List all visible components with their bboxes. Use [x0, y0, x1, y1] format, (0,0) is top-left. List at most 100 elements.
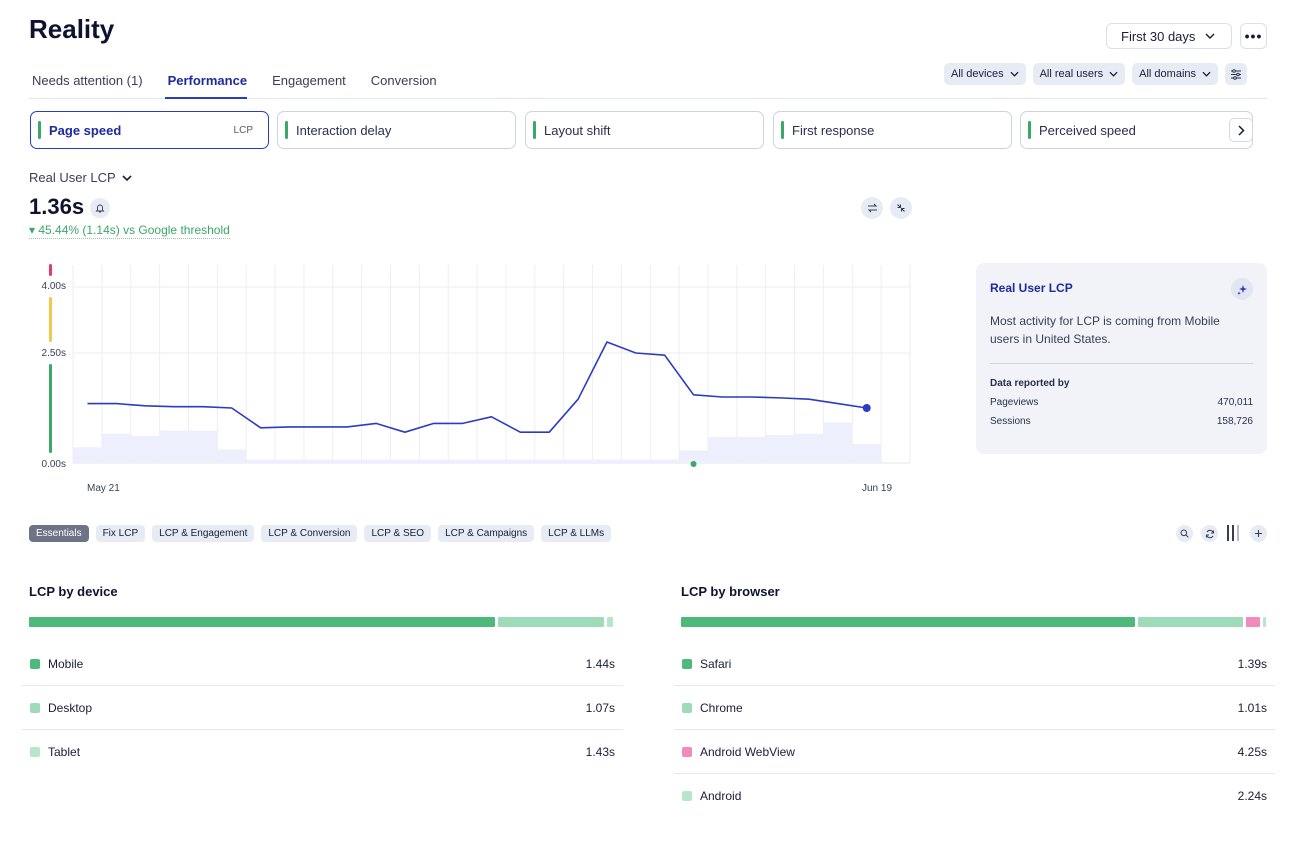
add-view-button[interactable] — [1250, 525, 1267, 542]
y-tick-label: 4.00s — [42, 281, 66, 292]
metric-card-first-response[interactable]: First response — [773, 111, 1012, 149]
domains-filter[interactable]: All domains — [1132, 63, 1219, 85]
refresh-button[interactable] — [1201, 525, 1218, 542]
users-filter[interactable]: All real users — [1032, 63, 1126, 85]
divider — [990, 363, 1253, 364]
list-item[interactable]: Desktop 1.07s — [22, 686, 623, 730]
data-point-latest — [862, 404, 871, 412]
alert-button[interactable] — [90, 198, 110, 218]
devices-filter[interactable]: All devices — [944, 63, 1026, 85]
list-item[interactable]: Mobile 1.44s — [22, 642, 623, 686]
volume-bar — [101, 433, 131, 463]
view-lcp-llms[interactable]: LCP & LLMs — [541, 525, 612, 542]
share-segment — [29, 617, 496, 627]
share-segment — [1263, 617, 1267, 627]
metric-card-perceived-speed[interactable]: Perceived speed — [1020, 111, 1253, 149]
volume-bar — [679, 450, 708, 463]
metric-selector[interactable]: Real User LCP — [29, 170, 132, 185]
share-segment — [1245, 617, 1261, 627]
lcp-by-device-panel: LCP by device — [29, 584, 623, 627]
volume-bar — [621, 459, 651, 463]
stat-label: Pageviews — [990, 397, 1039, 408]
share-segment — [607, 617, 614, 627]
view-lcp-seo[interactable]: LCP & SEO — [364, 525, 432, 542]
row-label: Chrome — [700, 700, 743, 715]
color-swatch — [682, 791, 692, 801]
metric-card-interaction-delay[interactable]: Interaction delay — [277, 111, 516, 149]
share-segment — [681, 617, 1135, 627]
list-item[interactable]: Android 2.24s — [674, 774, 1275, 818]
list-item[interactable]: Android WebView 4.25s — [674, 730, 1275, 774]
metric-card-label: Page speed — [49, 122, 122, 138]
columns-icon[interactable] — [1226, 524, 1242, 542]
row-label: Android — [700, 789, 742, 803]
metric-card-label: Interaction delay — [296, 122, 392, 138]
status-bar — [781, 121, 784, 139]
delta-text: 45.44% (1.14s) vs Google threshold — [38, 223, 230, 237]
list-item[interactable]: Tablet 1.43s — [22, 730, 623, 774]
chevron-down-icon — [1109, 71, 1118, 77]
volume-bar — [73, 447, 102, 463]
list-item[interactable]: Safari 1.39s — [674, 642, 1275, 686]
threshold-good — [49, 364, 52, 453]
metric-card-label: Layout shift — [544, 122, 611, 138]
collapse-button[interactable] — [890, 197, 912, 219]
volume-bar — [448, 459, 478, 463]
row-label: Desktop — [48, 700, 93, 715]
stat-label: Sessions — [990, 416, 1031, 427]
cards-next-button[interactable] — [1229, 118, 1253, 142]
metric-card-layout-shift[interactable]: Layout shift — [525, 111, 764, 149]
row-value: 1.07s — [585, 700, 615, 715]
period-dropdown[interactable]: First 30 days — [1106, 23, 1232, 49]
volume-bar — [419, 459, 449, 463]
view-lcp-engagement[interactable]: LCP & Engagement — [152, 525, 255, 542]
metric-card-label: Perceived speed — [1039, 122, 1136, 138]
view-fix-lcp[interactable]: Fix LCP — [95, 525, 146, 542]
sliders-icon — [1231, 68, 1242, 80]
tab-bar: Needs attention (1) Performance Engageme… — [29, 62, 1267, 99]
browser-share-bar — [681, 617, 1267, 627]
row-value: 1.43s — [585, 745, 615, 759]
metric-card-page-speed[interactable]: Page speed LCP — [30, 111, 269, 149]
tab-engagement[interactable]: Engagement — [272, 73, 346, 88]
volume-bar — [563, 459, 593, 463]
lcp-by-browser-panel: LCP by browser — [681, 584, 1267, 627]
metric-selector-label: Real User LCP — [29, 170, 116, 185]
y-tick-label: 0.00s — [42, 459, 66, 470]
volume-bars — [73, 422, 882, 463]
more-options-button[interactable]: ••• — [1240, 23, 1267, 49]
volume-bar — [390, 459, 420, 463]
chevron-down-icon — [1010, 71, 1019, 77]
series-line — [87, 341, 871, 467]
reported-label: Data reported by — [990, 378, 1070, 389]
tab-conversion[interactable]: Conversion — [370, 73, 437, 88]
view-lcp-campaigns[interactable]: LCP & Campaigns — [438, 525, 535, 542]
list-item[interactable]: Chrome 1.01s — [674, 686, 1275, 730]
row-label: Tablet — [48, 745, 81, 759]
filter-settings-button[interactable] — [1225, 63, 1248, 85]
search-button[interactable] — [1176, 525, 1193, 542]
share-segment — [1137, 617, 1243, 627]
ai-insight-button[interactable] — [1231, 278, 1253, 300]
color-swatch — [682, 658, 692, 669]
metric-card-tag: LCP — [233, 124, 253, 136]
view-essentials[interactable]: Essentials — [29, 525, 89, 542]
metric-card-label: First response — [792, 122, 875, 138]
swap-icon — [867, 203, 877, 213]
threshold-delta: ▾ 45.44% (1.14s) vs Google threshold — [29, 223, 230, 239]
compare-button[interactable] — [861, 197, 883, 219]
refresh-icon — [1205, 529, 1214, 538]
stat-row: Sessions 158,726 — [990, 416, 1253, 427]
row-value: 1.44s — [585, 656, 615, 671]
row-label: Mobile — [48, 656, 84, 671]
metric-value: 1.36s — [29, 194, 85, 219]
plus-icon — [1255, 530, 1262, 537]
tab-needs-attention[interactable]: Needs attention (1) — [32, 73, 143, 88]
tab-performance[interactable]: Performance — [164, 62, 248, 99]
view-lcp-conversion[interactable]: LCP & Conversion — [261, 525, 358, 542]
volume-bar — [217, 449, 247, 463]
volume-bar — [852, 444, 882, 463]
filter-bar: All devices All real users All domains — [944, 63, 1248, 85]
color-swatch — [30, 747, 40, 757]
event-marker — [690, 461, 697, 467]
